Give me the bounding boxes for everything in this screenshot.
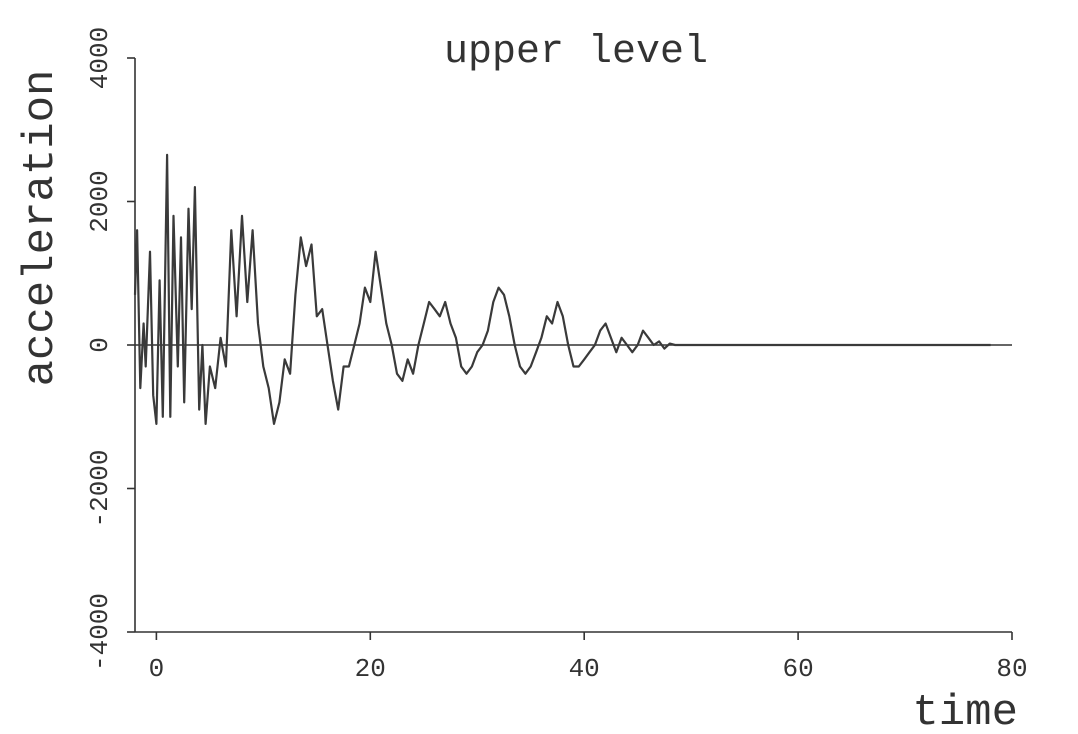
y-axis-label: acceleration bbox=[16, 70, 66, 387]
y-tick-label: -4000 bbox=[85, 593, 115, 671]
series-line bbox=[133, 153, 991, 425]
x-axis-label: time bbox=[912, 688, 1018, 734]
y-tick-label: 0 bbox=[85, 337, 115, 353]
x-tick-label: 0 bbox=[149, 654, 165, 684]
x-tick-label: 20 bbox=[355, 654, 386, 684]
y-tick-label: 4000 bbox=[85, 27, 115, 89]
x-tick-label: 80 bbox=[996, 654, 1027, 684]
x-ticks: 0 20 40 60 80 bbox=[149, 632, 1028, 684]
y-tick-label: -2000 bbox=[85, 449, 115, 527]
y-ticks: -4000 -2000 0 2000 4000 bbox=[85, 27, 135, 671]
x-tick-label: 40 bbox=[569, 654, 600, 684]
chart-title: upper level bbox=[444, 30, 708, 75]
x-tick-label: 60 bbox=[782, 654, 813, 684]
y-tick-label: 2000 bbox=[85, 170, 115, 232]
